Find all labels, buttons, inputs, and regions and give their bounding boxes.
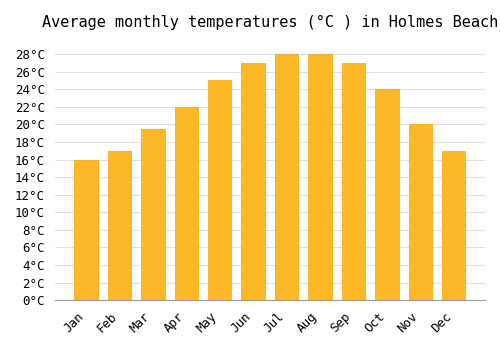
Bar [408, 124, 432, 300]
Bar [342, 63, 365, 300]
Bar [174, 107, 198, 300]
Bar [308, 54, 332, 300]
Bar [242, 63, 265, 300]
Bar [141, 129, 165, 300]
Bar [275, 54, 298, 300]
Bar [208, 80, 232, 300]
Bar [74, 160, 98, 300]
Bar [442, 151, 466, 300]
Bar [375, 89, 398, 300]
Bar [108, 151, 131, 300]
Title: Average monthly temperatures (°C ) in Holmes Beach: Average monthly temperatures (°C ) in Ho… [42, 15, 498, 30]
